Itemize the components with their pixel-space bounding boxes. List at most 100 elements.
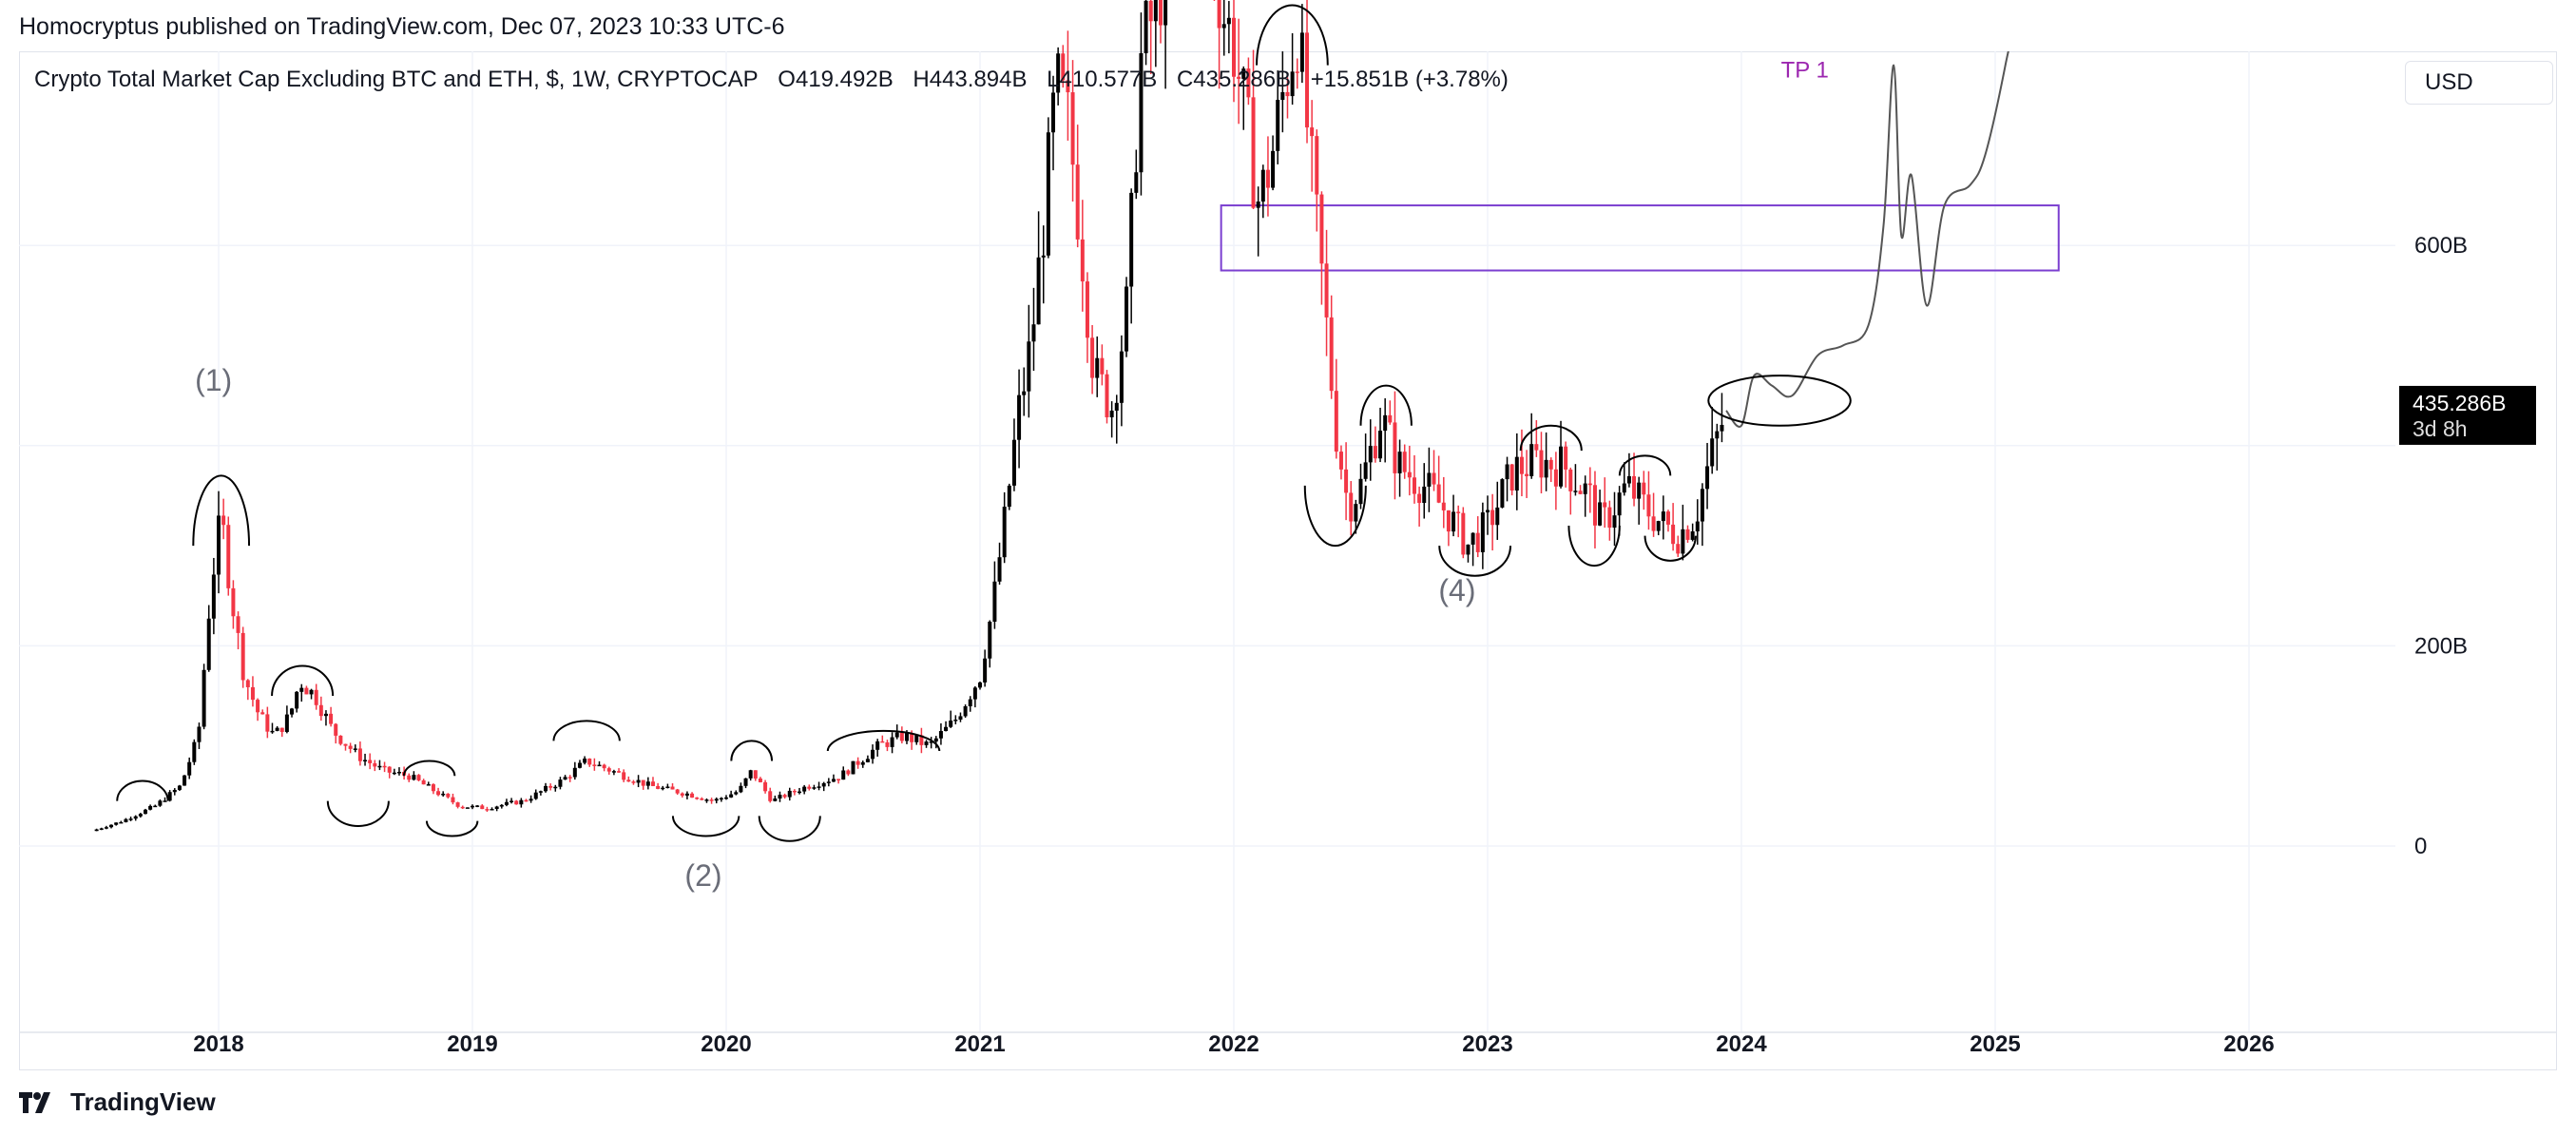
- candle-body: [972, 687, 977, 700]
- candle-body: [1368, 446, 1373, 463]
- candle-body: [1139, 52, 1144, 173]
- candle-body: [831, 779, 836, 782]
- candle-body: [1471, 532, 1475, 545]
- candle-body: [163, 800, 167, 802]
- candle-body: [714, 798, 719, 801]
- candle-body: [938, 731, 943, 739]
- candle-body: [1632, 475, 1637, 499]
- projection-line: [1725, 51, 2009, 428]
- candle-body: [929, 741, 933, 743]
- candle-body: [1358, 478, 1363, 505]
- candle-body: [153, 805, 158, 808]
- candle-body: [1388, 414, 1393, 423]
- candle-body: [1539, 450, 1544, 478]
- candle-body: [1232, 17, 1236, 77]
- legend-symbol: Crypto Total Market Cap Excluding BTC an…: [34, 67, 759, 92]
- candle-body: [1163, 0, 1168, 26]
- legend-low: L410.577B: [1047, 67, 1158, 92]
- candle-body: [426, 784, 431, 786]
- candle-body: [260, 712, 265, 715]
- candle-body: [284, 714, 289, 732]
- candle-body: [617, 771, 622, 773]
- candle-body: [343, 743, 348, 746]
- candle-body: [538, 791, 543, 793]
- candle-body: [963, 706, 968, 717]
- candle-body: [183, 775, 187, 786]
- candle-body: [1090, 337, 1095, 378]
- candle-body: [782, 795, 787, 798]
- candle-body: [1617, 492, 1622, 516]
- candle-body: [1002, 507, 1007, 558]
- candle-body: [1681, 529, 1685, 554]
- candle-body: [807, 786, 812, 789]
- candle-body: [583, 759, 587, 763]
- candle-body: [739, 785, 743, 793]
- candle-body: [1114, 402, 1119, 412]
- candle-body: [1299, 32, 1304, 72]
- drawing-layer: (1)(2)(3)(4)TP 1: [116, 4, 1852, 893]
- candle-body: [1456, 511, 1461, 513]
- candle-body: [412, 775, 416, 780]
- candle-body: [631, 781, 636, 783]
- candle-body: [1070, 92, 1075, 165]
- candle-body: [387, 766, 392, 773]
- candle-body: [314, 689, 318, 705]
- candle-body: [670, 786, 675, 790]
- y-tick-label: 200B: [2414, 633, 2468, 659]
- candle-body: [719, 798, 723, 800]
- candle-body: [567, 777, 572, 779]
- candle-body: [1265, 169, 1270, 188]
- candle-body: [1027, 341, 1031, 392]
- candle-body: [104, 827, 108, 829]
- candle-body: [1603, 502, 1607, 508]
- candle-body: [124, 818, 128, 822]
- candle-body: [812, 787, 817, 789]
- candle-body: [392, 772, 396, 775]
- candle-body: [924, 741, 929, 745]
- candle-body: [1661, 511, 1665, 522]
- wave-arc: [1303, 485, 1367, 548]
- candle-body: [1260, 169, 1265, 202]
- candle-body: [890, 737, 894, 747]
- candle-body: [899, 732, 904, 741]
- candle-body: [475, 805, 480, 807]
- candle-body: [114, 822, 119, 825]
- candle-body: [368, 760, 373, 763]
- candle-body: [270, 730, 275, 733]
- candle-body: [1378, 431, 1383, 459]
- candle-body: [309, 689, 314, 695]
- candle-body: [1109, 411, 1114, 417]
- candle-body: [1486, 510, 1490, 513]
- candle-body: [119, 821, 124, 824]
- candle-body: [158, 800, 163, 806]
- wave-arc: [1519, 424, 1583, 452]
- candle-body: [1715, 431, 1720, 439]
- candle-body: [1022, 391, 1027, 395]
- candle-body: [221, 515, 226, 526]
- candle-body: [743, 778, 748, 786]
- candle-body: [421, 779, 426, 785]
- candle-body: [1402, 452, 1407, 472]
- candle-body: [1363, 462, 1368, 479]
- footer-brand: TradingView: [70, 1087, 216, 1116]
- candle-body: [353, 748, 357, 750]
- candle-body: [1407, 471, 1412, 478]
- currency-button[interactable]: USD: [2405, 61, 2553, 105]
- candle-body: [1626, 475, 1631, 484]
- candle-body: [1041, 255, 1046, 258]
- candle-body: [323, 713, 328, 717]
- candle-body: [729, 794, 734, 798]
- candle-body: [275, 727, 279, 731]
- candle-body: [641, 779, 645, 786]
- candle-body: [798, 791, 802, 794]
- candle-body: [1671, 524, 1676, 545]
- candle-body: [944, 726, 949, 732]
- candle-body: [753, 770, 758, 779]
- candle-body: [148, 805, 153, 810]
- candle-body: [1637, 482, 1642, 499]
- candle-body: [99, 828, 104, 830]
- candle-body: [192, 741, 197, 762]
- wave-arc: [1359, 384, 1413, 426]
- candle-body: [318, 704, 323, 717]
